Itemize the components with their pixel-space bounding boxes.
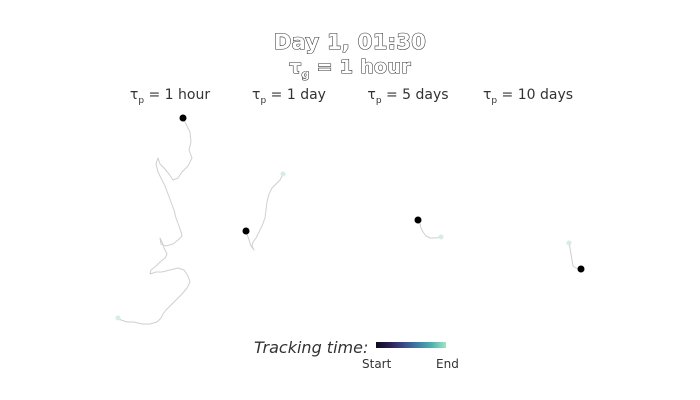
panel-label-symbol: τ xyxy=(482,87,492,103)
panel-label-value: = 10 days xyxy=(497,87,574,103)
legend-end-label: End xyxy=(436,357,459,371)
panel-label-2: τp = 1 day xyxy=(252,87,326,106)
track-start-2 xyxy=(280,171,286,177)
figure-subtitle: τg = 1 hour xyxy=(0,55,700,81)
legend-colorbar xyxy=(376,342,446,348)
legend-label: Tracking time: xyxy=(254,338,369,357)
panel-label-subscript: p xyxy=(491,95,498,106)
panel-label-subscript: p xyxy=(260,95,267,106)
track-path-1 xyxy=(116,117,193,325)
panel-label-3: τp = 5 days xyxy=(367,87,448,106)
legend-start-label: Start xyxy=(362,357,392,371)
track-path-3 xyxy=(417,219,442,239)
panel-label-symbol: τ xyxy=(252,87,261,103)
current-position-1 xyxy=(179,114,187,122)
subtitle-symbol: τ xyxy=(289,55,302,78)
figure-title: Day 1, 01:30 xyxy=(273,29,427,54)
track-start-3 xyxy=(438,234,444,240)
panel-label-value: = 1 hour xyxy=(144,87,211,103)
panel-label-value: = 1 day xyxy=(266,87,326,103)
panel-label-subscript: p xyxy=(138,95,145,106)
panel-label-value: = 5 days xyxy=(381,87,449,103)
current-position-2 xyxy=(242,227,250,235)
panel-label-subscript: p xyxy=(375,95,382,106)
subtitle-subscript: g xyxy=(301,67,310,81)
track-path-4 xyxy=(568,242,581,270)
current-position-3 xyxy=(414,216,422,224)
panel-label-1: τp = 1 hour xyxy=(130,87,210,106)
panel-label-symbol: τ xyxy=(367,87,376,103)
current-position-4 xyxy=(577,265,585,273)
subtitle-rest: = 1 hour xyxy=(309,55,411,78)
track-start-1 xyxy=(115,315,121,321)
panel-label-4: τp = 10 days xyxy=(483,87,573,106)
panel-label-symbol: τ xyxy=(129,87,139,103)
track-path-2 xyxy=(245,173,284,251)
track-start-4 xyxy=(566,240,572,246)
